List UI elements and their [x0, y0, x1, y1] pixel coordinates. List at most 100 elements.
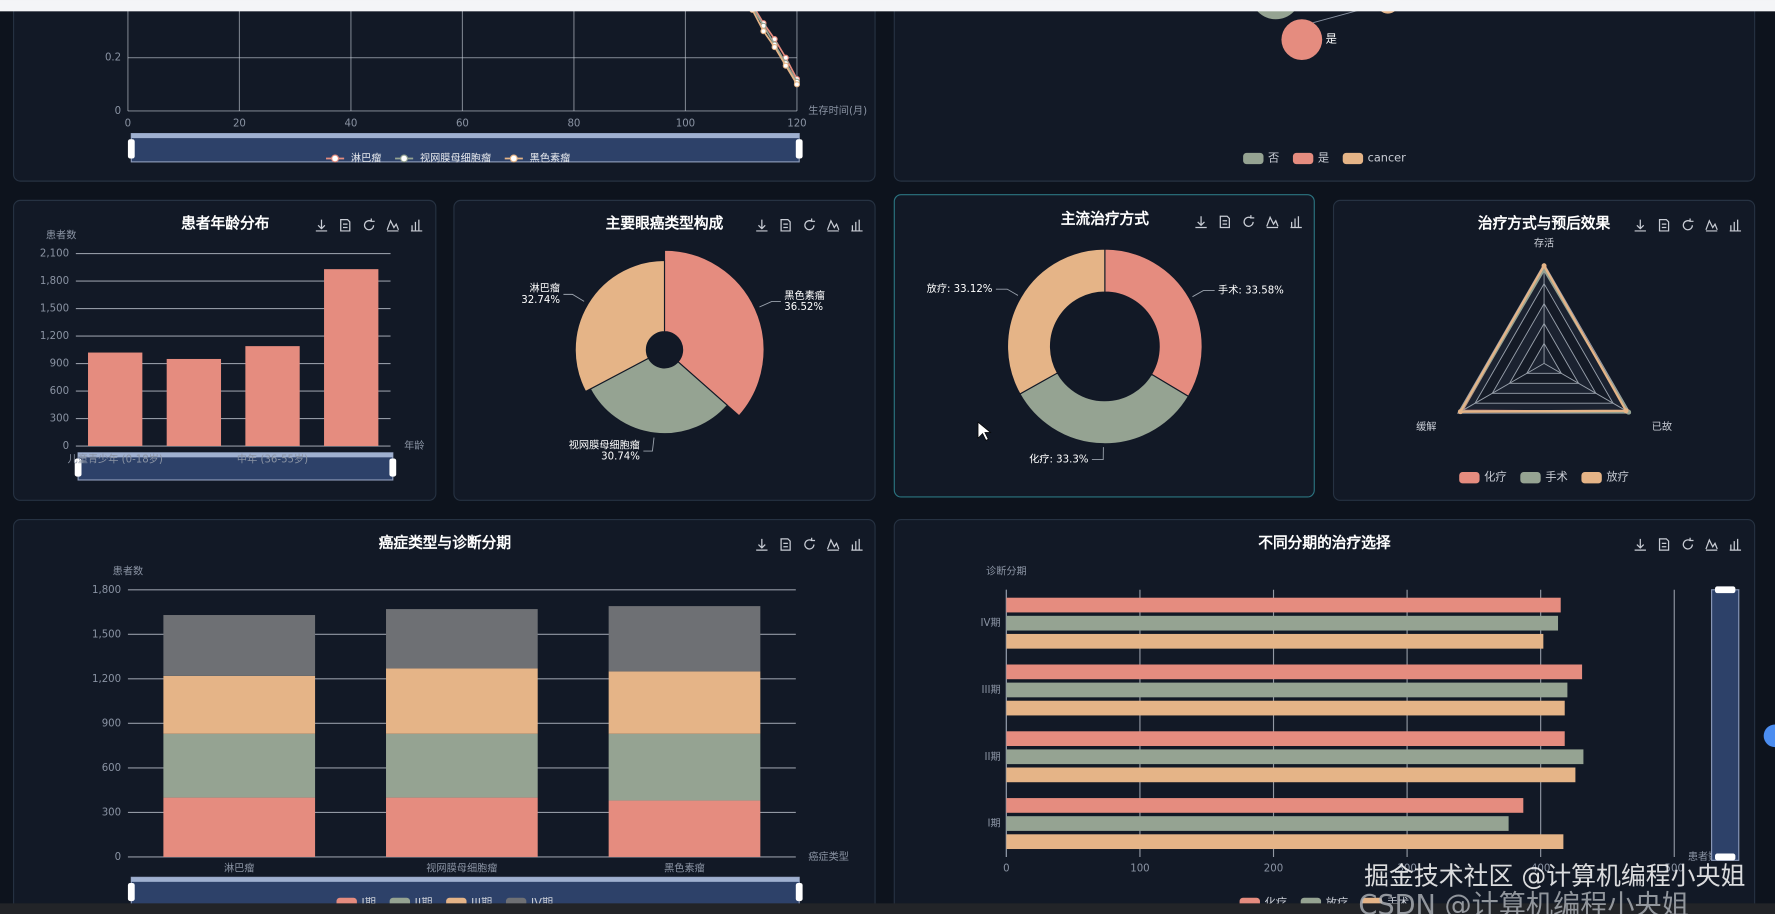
- toolbar-icon[interactable]: [315, 219, 328, 232]
- toolbar-button[interactable]: [340, 218, 351, 232]
- y-tick-label: 1,800: [92, 585, 121, 596]
- donut-slice: [1019, 372, 1190, 445]
- label-line: [1091, 447, 1104, 461]
- toolbar-icon[interactable]: [386, 219, 400, 232]
- toolbar-icon[interactable]: [780, 538, 791, 551]
- bar: [245, 346, 300, 447]
- toolbar-button[interactable]: [1634, 219, 1646, 232]
- toolbar-button[interactable]: [851, 538, 863, 551]
- zoom-handle[interactable]: [389, 458, 397, 477]
- toolbar-icon[interactable]: [804, 218, 816, 231]
- toolbar-button[interactable]: [1195, 216, 1207, 229]
- legend-label: 是: [1318, 150, 1329, 164]
- toolbar-icon[interactable]: [1658, 538, 1670, 551]
- toolbar-icon[interactable]: [340, 218, 351, 232]
- toolbar-button[interactable]: [1729, 538, 1742, 551]
- toolbar-button[interactable]: [386, 219, 400, 232]
- legend-marker: [509, 154, 518, 163]
- toolbar-button[interactable]: [410, 219, 423, 232]
- legend-swatch: [1292, 152, 1314, 165]
- y-axis-label: 患者数: [113, 565, 144, 578]
- toolbar-button[interactable]: [756, 219, 768, 232]
- toolbar-button[interactable]: [1705, 219, 1718, 232]
- toolbar-icon[interactable]: [756, 538, 768, 551]
- side-button[interactable]: [1763, 724, 1775, 748]
- toolbar-icon[interactable]: [1682, 537, 1694, 550]
- toolbar-button[interactable]: [1705, 538, 1718, 551]
- toolbar-icon[interactable]: [826, 538, 840, 551]
- x-axis-label: 年龄: [404, 439, 424, 452]
- toolbar-icon[interactable]: [780, 218, 791, 232]
- toolbar-icon[interactable]: [1266, 215, 1279, 229]
- slice-value: 33.58%: [1245, 286, 1284, 297]
- y-tick-label: I期: [988, 818, 1001, 830]
- toolbar-button[interactable]: [1658, 218, 1670, 232]
- zoom-handle[interactable]: [127, 139, 135, 159]
- node-label: 是: [1326, 32, 1337, 46]
- x-tick-label: 400: [1531, 863, 1550, 874]
- zoom-slider[interactable]: [1711, 589, 1740, 861]
- y-tick-label: 1,200: [40, 331, 69, 342]
- toolbar-button[interactable]: [1290, 216, 1302, 229]
- bar-segment: [386, 733, 538, 798]
- toolbar-button[interactable]: [1658, 538, 1670, 551]
- toolbar-button[interactable]: [826, 219, 840, 232]
- y-tick-label: 1,500: [40, 304, 69, 315]
- toolbar-icon[interactable]: [1729, 219, 1742, 232]
- toolbar-button[interactable]: [780, 218, 791, 232]
- toolbar-icon[interactable]: [1634, 219, 1646, 232]
- x-tick-label: 120: [787, 118, 806, 129]
- zoom-handle[interactable]: [74, 458, 82, 477]
- bar: [1006, 682, 1568, 698]
- legend-swatch: [1581, 472, 1602, 484]
- zoom-handle[interactable]: [1715, 586, 1736, 594]
- toolbar-icon[interactable]: [851, 219, 863, 232]
- taskbar-strip: [0, 903, 1775, 914]
- label-line: [1192, 290, 1215, 298]
- toolbar-button[interactable]: [851, 219, 863, 232]
- separator: :: [1238, 286, 1245, 297]
- label-line: [995, 288, 1019, 296]
- toolbar-icon[interactable]: [1195, 216, 1207, 229]
- chart-title: 治疗方式与预后效果: [1478, 214, 1611, 232]
- toolbar-icon[interactable]: [1658, 218, 1670, 232]
- toolbar-button[interactable]: [756, 538, 768, 551]
- toolbar-icon[interactable]: [1290, 216, 1302, 229]
- toolbar-icon[interactable]: [1243, 215, 1255, 227]
- toolbar-icon[interactable]: [410, 219, 423, 232]
- toolbar-icon[interactable]: [1705, 538, 1718, 551]
- toolbar-button[interactable]: [826, 538, 840, 551]
- toolbar-button[interactable]: [315, 219, 328, 232]
- slice-name: 手术: [1218, 284, 1238, 297]
- zoom-handle[interactable]: [795, 139, 803, 159]
- toolbar-icon[interactable]: [1705, 219, 1718, 232]
- toolbar-button[interactable]: [804, 537, 816, 550]
- toolbar-icon[interactable]: [826, 219, 840, 232]
- toolbar-icon[interactable]: [1634, 538, 1646, 551]
- zoom-handle[interactable]: [1715, 853, 1736, 861]
- slice-value: 33.3%: [1056, 455, 1089, 466]
- toolbar-icon[interactable]: [756, 219, 768, 232]
- toolbar-button[interactable]: [804, 218, 816, 231]
- toolbar-button[interactable]: [1682, 218, 1694, 231]
- toolbar-icon[interactable]: [363, 218, 375, 231]
- zoom-handle[interactable]: [127, 882, 135, 902]
- toolbar-button[interactable]: [780, 538, 791, 551]
- toolbar-button[interactable]: [1266, 215, 1279, 229]
- toolbar-button[interactable]: [1682, 537, 1694, 550]
- toolbar-button[interactable]: [1243, 215, 1255, 227]
- toolbar-icon[interactable]: [851, 538, 863, 551]
- toolbar-icon[interactable]: [1219, 215, 1230, 229]
- legend-label: 视网膜母细胞瘤: [420, 151, 491, 164]
- toolbar-icon[interactable]: [1729, 538, 1742, 551]
- x-tick-label: 黑色素瘤: [664, 861, 705, 874]
- bar: [88, 352, 143, 447]
- toolbar-button[interactable]: [363, 218, 375, 231]
- toolbar-icon[interactable]: [1682, 218, 1694, 231]
- toolbar-button[interactable]: [1729, 219, 1742, 232]
- toolbar-button[interactable]: [1634, 538, 1646, 551]
- zoom-handle[interactable]: [795, 882, 803, 902]
- toolbar-icon[interactable]: [804, 537, 816, 550]
- toolbar-button[interactable]: [1219, 215, 1230, 229]
